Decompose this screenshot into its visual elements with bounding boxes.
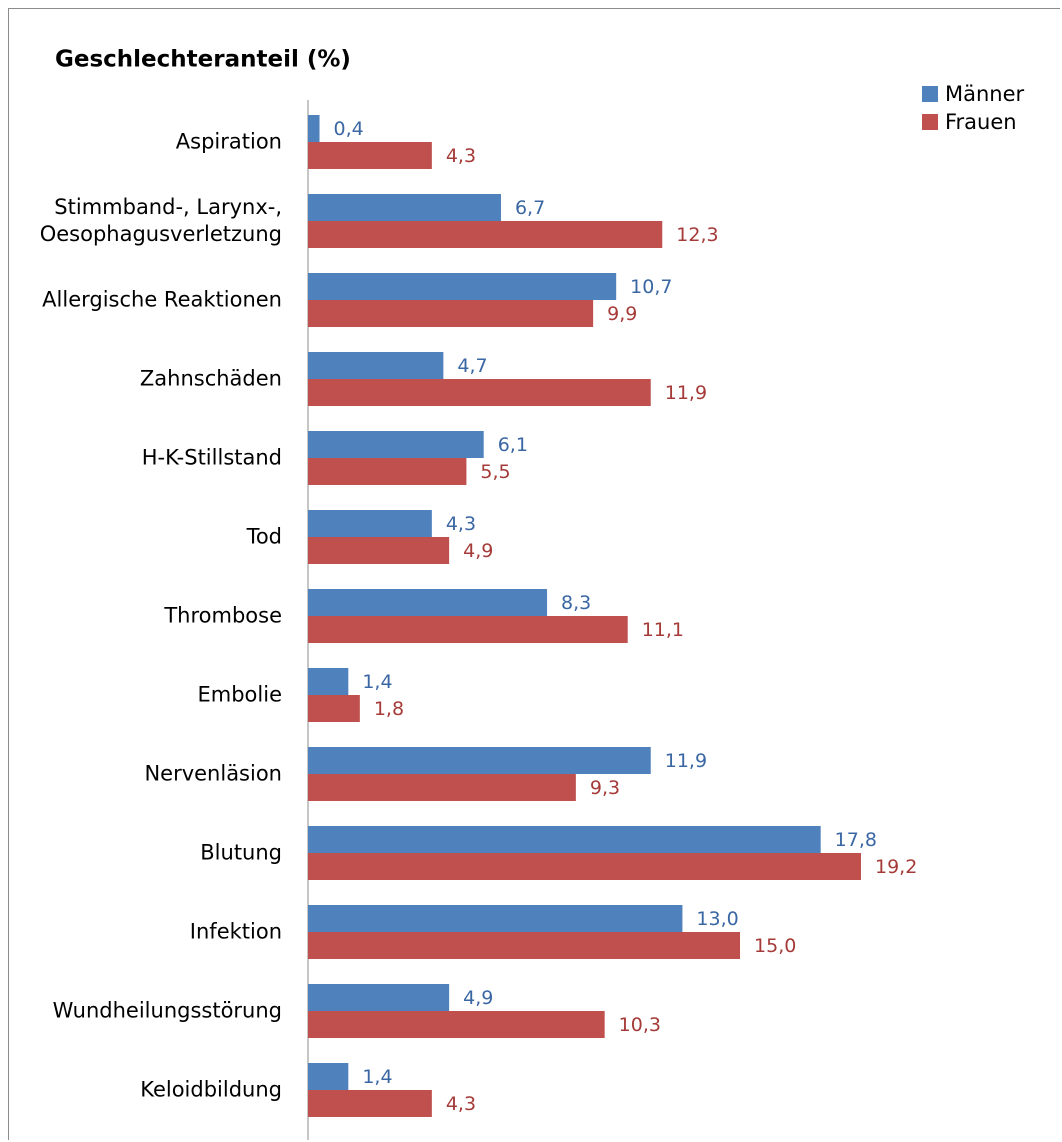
value-label: 12,3 [676, 224, 718, 246]
chart-frame [8, 8, 1060, 1140]
legend-swatch [922, 86, 938, 102]
legend-label: Männer [945, 82, 1025, 106]
bar [308, 537, 450, 564]
value-label: 11,1 [642, 619, 684, 641]
category-label: Blutung [200, 840, 282, 865]
bar [308, 352, 444, 379]
category-label: Aspiration [175, 129, 282, 154]
bar [308, 853, 861, 880]
value-label: 11,9 [665, 382, 707, 404]
value-label: 4,3 [446, 145, 476, 167]
value-label: 1,4 [362, 671, 392, 693]
value-label: 4,3 [446, 1093, 476, 1115]
value-label: 9,3 [590, 777, 620, 799]
value-label: 9,9 [607, 303, 637, 325]
value-label: 6,1 [498, 434, 528, 456]
bar [308, 115, 320, 142]
value-label: 4,7 [457, 355, 487, 377]
value-label: 4,9 [463, 540, 493, 562]
bar [308, 774, 576, 801]
bar [308, 273, 617, 300]
bar [308, 747, 651, 774]
value-label: 13,0 [696, 908, 738, 930]
bar [308, 589, 548, 616]
value-label: 6,7 [515, 197, 545, 219]
value-label: 10,7 [630, 276, 672, 298]
category-label: Thrombose [164, 603, 282, 628]
value-label: 10,3 [619, 1014, 661, 1036]
value-label: 11,9 [665, 750, 707, 772]
bar [308, 379, 651, 406]
bar [308, 668, 349, 695]
bar [308, 431, 484, 458]
bar [308, 1063, 349, 1090]
bar [308, 510, 432, 537]
category-label: Keloidbildung [140, 1077, 282, 1102]
value-label: 19,2 [875, 856, 917, 878]
bar [308, 1011, 605, 1038]
value-label: 0,4 [334, 118, 364, 140]
bar [308, 932, 741, 959]
bar [308, 300, 594, 327]
value-label: 1,4 [362, 1066, 392, 1088]
category-label: Allergische Reaktionen [42, 287, 282, 312]
bar [308, 1090, 432, 1117]
category-label: Nervenläsion [144, 761, 282, 786]
legend-label: Frauen [945, 110, 1017, 134]
value-label: 5,5 [480, 461, 510, 483]
bar [308, 194, 501, 221]
value-label: 1,8 [374, 698, 404, 720]
bar [308, 695, 360, 722]
value-label: 4,9 [463, 987, 493, 1009]
category-label: Zahnschäden [139, 366, 282, 391]
category-label: Wundheilungsstörung [52, 998, 282, 1023]
value-label: 17,8 [835, 829, 877, 851]
category-label: Infektion [189, 919, 282, 944]
chart-title: Geschlechteranteil (%) [55, 47, 351, 73]
legend-swatch [922, 114, 938, 130]
category-label: H-K-Stillstand [141, 445, 282, 470]
bar [308, 616, 628, 643]
bar [308, 221, 663, 248]
value-label: 15,0 [754, 935, 796, 957]
bar [308, 984, 450, 1011]
bar [308, 826, 821, 853]
bar [308, 905, 683, 932]
category-label: Tod [246, 524, 282, 549]
bar [308, 458, 467, 485]
bar [308, 142, 432, 169]
category-label: Stimmband-, Larynx-, Oesophagusverletzun… [39, 195, 282, 246]
value-label: 8,3 [561, 592, 591, 614]
category-label: Embolie [197, 682, 283, 707]
value-label: 4,3 [446, 513, 476, 535]
